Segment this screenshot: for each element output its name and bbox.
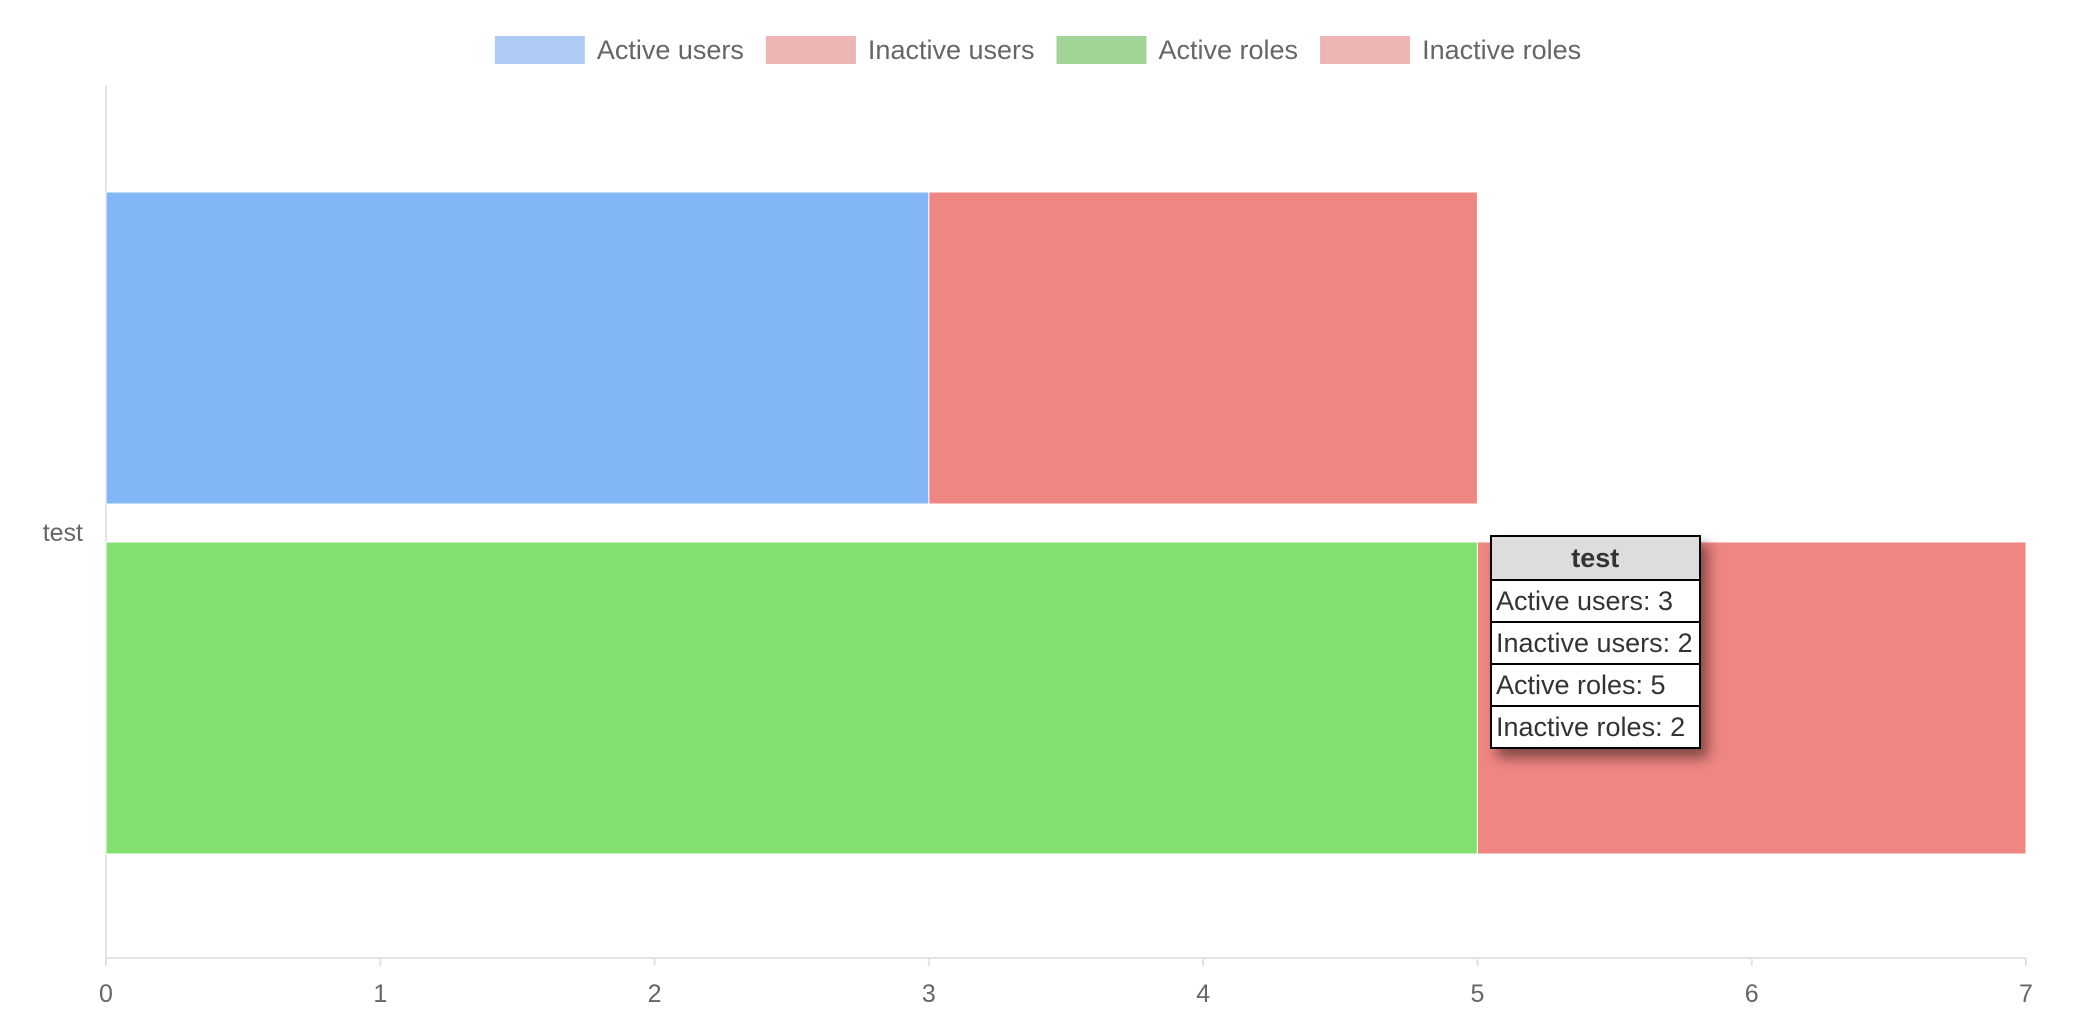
chart-tooltip: test Active users: 3 Inactive users: 2 A… — [1490, 535, 1701, 749]
tooltip-row-inactive-users: Inactive users: 2 — [1492, 623, 1699, 665]
x-tick-label: 7 — [2019, 980, 2033, 1008]
legend-label: Active roles — [1159, 35, 1299, 65]
legend-swatch — [1320, 36, 1411, 64]
legend-item-active-roles[interactable]: Active roles — [1056, 35, 1299, 65]
x-tick-label: 3 — [922, 980, 936, 1008]
x-tick-label: 6 — [1745, 980, 1759, 1008]
chart-legend: Active users Inactive users Active roles In… — [494, 35, 1581, 65]
legend-item-active-users[interactable]: Active users — [494, 35, 744, 65]
bar-active-roles[interactable] — [105, 541, 1478, 855]
legend-item-inactive-roles[interactable]: Inactive roles — [1320, 35, 1581, 65]
y-axis-categories: test — [43, 519, 83, 547]
bar-active-users[interactable] — [105, 191, 930, 505]
x-tick-label: 0 — [99, 980, 113, 1008]
legend-label: Inactive users — [868, 35, 1035, 65]
x-axis-ticks: 0 1 2 3 4 5 6 7 — [99, 958, 2033, 1008]
x-tick-label: 5 — [1470, 980, 1484, 1008]
x-tick-label: 4 — [1196, 980, 1210, 1008]
tooltip-row-active-users: Active users: 3 — [1492, 581, 1699, 623]
tooltip-row-inactive-roles: Inactive roles: 2 — [1496, 712, 1686, 742]
legend-swatch — [1056, 36, 1147, 64]
x-tick-label: 1 — [373, 980, 387, 1008]
tooltip-title: test — [1492, 537, 1699, 581]
x-tick-label: 2 — [648, 980, 662, 1008]
bar-inactive-users[interactable] — [928, 191, 1478, 505]
legend-item-inactive-users[interactable]: Inactive users — [765, 35, 1035, 65]
chart-bars — [105, 191, 2027, 855]
tooltip-row-active-roles: Active roles: 5 — [1492, 665, 1699, 707]
category-label: test — [43, 519, 83, 547]
legend-label: Active users — [597, 35, 744, 65]
legend-swatch — [494, 36, 585, 64]
legend-label: Inactive roles — [1422, 35, 1581, 65]
legend-swatch — [765, 36, 856, 64]
